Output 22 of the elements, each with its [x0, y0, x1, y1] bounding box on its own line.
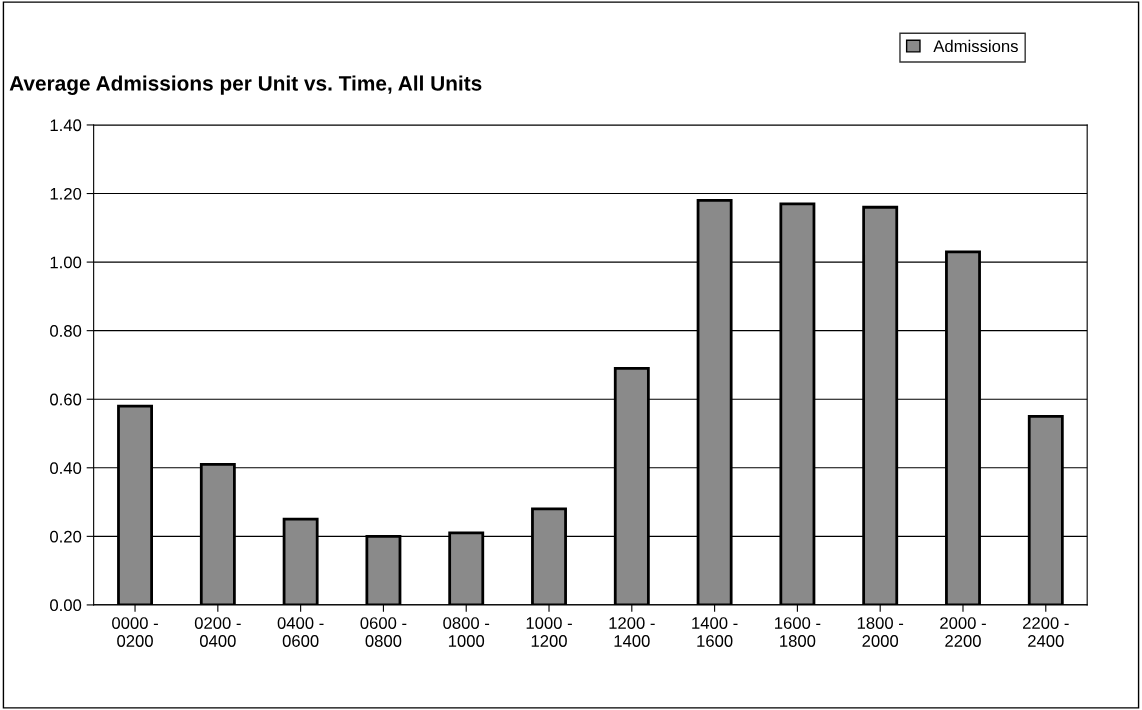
legend-label: Admissions — [933, 39, 1018, 53]
x-tick-label: 1400 - 1600 — [692, 617, 738, 647]
x-tick-label: 1800 - 2000 — [857, 617, 904, 647]
x-tick-label: 0400 - 0600 — [277, 617, 324, 647]
y-tick-label: 1.20 — [50, 187, 82, 200]
y-tick-label: 0.80 — [50, 325, 82, 337]
chart-title: Average Admissions per Unit vs. Time, All Units — [9, 75, 482, 95]
y-tick-label: 0.40 — [50, 462, 82, 474]
x-tick-label: 0800 - 1000 — [443, 617, 490, 647]
y-tick-label: 0.00 — [50, 599, 82, 612]
x-tick-label: 0600 - 0800 — [360, 617, 407, 647]
x-tick-label: 2200 - 2400 — [1023, 617, 1069, 647]
y-tick-label: 0.20 — [50, 530, 82, 543]
x-tick-label: 0000 - 0200 — [112, 617, 158, 647]
y-tick-label: 1.00 — [50, 256, 82, 269]
x-tick-label: 0200 - 0400 — [194, 617, 241, 647]
x-tick-label: 1600 - 1800 — [775, 617, 821, 647]
x-tick-label: 2000 - 2200 — [940, 617, 986, 647]
x-tick-label: 1000 - 1200 — [526, 617, 572, 647]
y-tick-label: 1.40 — [50, 119, 82, 132]
x-tick-label: 1200 - 1400 — [609, 617, 655, 647]
y-tick-label: 0.60 — [50, 393, 82, 406]
